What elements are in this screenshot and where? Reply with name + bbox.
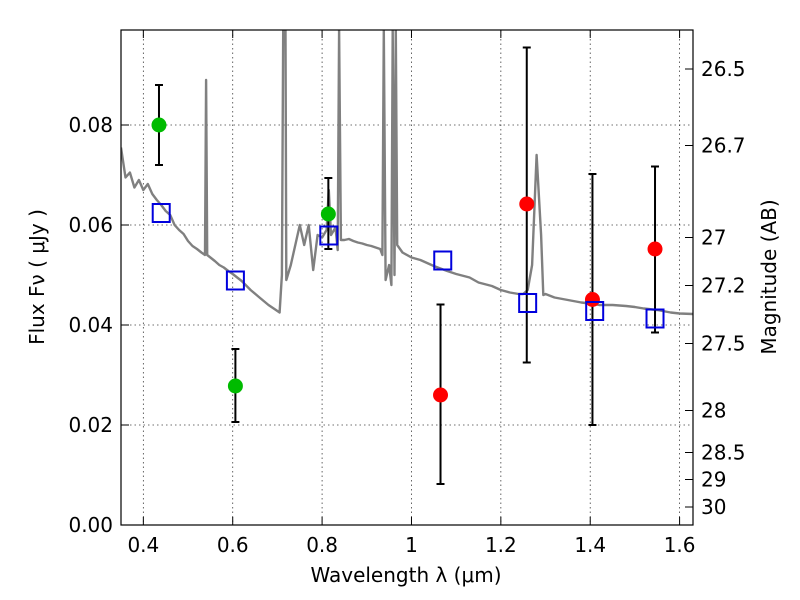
right-axis-tick-label: 27	[701, 226, 726, 250]
right-axis-tick-label: 26.7	[701, 134, 746, 158]
data-point	[647, 241, 663, 257]
data-point	[519, 196, 535, 212]
model-band-point	[645, 308, 665, 329]
x-tick-label: 1.6	[664, 533, 696, 557]
tick-marks	[121, 30, 693, 526]
right-axis-tick-label: 29	[701, 468, 726, 492]
grid	[121, 30, 693, 525]
model-band-point	[433, 250, 453, 271]
right-axis-tick-label: 28.5	[701, 441, 746, 465]
x-tick-label: 1.4	[574, 533, 606, 557]
data-point	[320, 206, 336, 222]
y-tick-label: 0.08	[68, 113, 113, 137]
spectrum-layer	[121, 30, 693, 316]
right-axis-title: Magnitude (AB)	[757, 199, 781, 354]
x-tick-label: 0.6	[217, 533, 249, 557]
y-axis-title: Flux Fν ( μJy )	[25, 209, 49, 345]
marker-layer	[151, 46, 665, 485]
model-band-point	[225, 270, 245, 291]
model-band-point	[319, 225, 339, 246]
right-axis-tick-label: 27.5	[701, 332, 746, 356]
right-axis-tick-label: 28	[701, 399, 726, 423]
data-point	[584, 292, 600, 307]
x-tick-label: 0.8	[306, 533, 338, 557]
right-axis-tick-label: 30	[701, 495, 726, 519]
model-band-point	[518, 293, 538, 313]
model-band-point	[151, 203, 171, 223]
y-tick-label: 0.06	[68, 213, 113, 237]
model-band-point	[585, 301, 605, 321]
plot-frame	[120, 29, 694, 526]
y-tick-label: 0.00	[68, 513, 113, 537]
x-tick-label: 1	[405, 533, 418, 557]
spectrum-line	[121, 30, 693, 316]
x-tick-label: 0.4	[127, 533, 159, 557]
data-point	[151, 117, 167, 133]
right-axis-tick-label: 26.5	[701, 57, 746, 81]
x-axis-title: Wavelength λ (μm)	[310, 563, 501, 587]
data-point	[227, 378, 243, 394]
y-tick-label: 0.04	[68, 313, 113, 337]
x-tick-label: 1.2	[485, 533, 517, 557]
data-point	[433, 387, 449, 403]
right-axis-tick-label: 27.2	[701, 274, 746, 298]
tick-labels: 0.4 0.6 0.8 1 1.2 1.4 1.6 0.00 0.02 0.04 0.06 0.08 2…	[68, 57, 745, 557]
y-tick-label: 0.02	[68, 413, 113, 437]
